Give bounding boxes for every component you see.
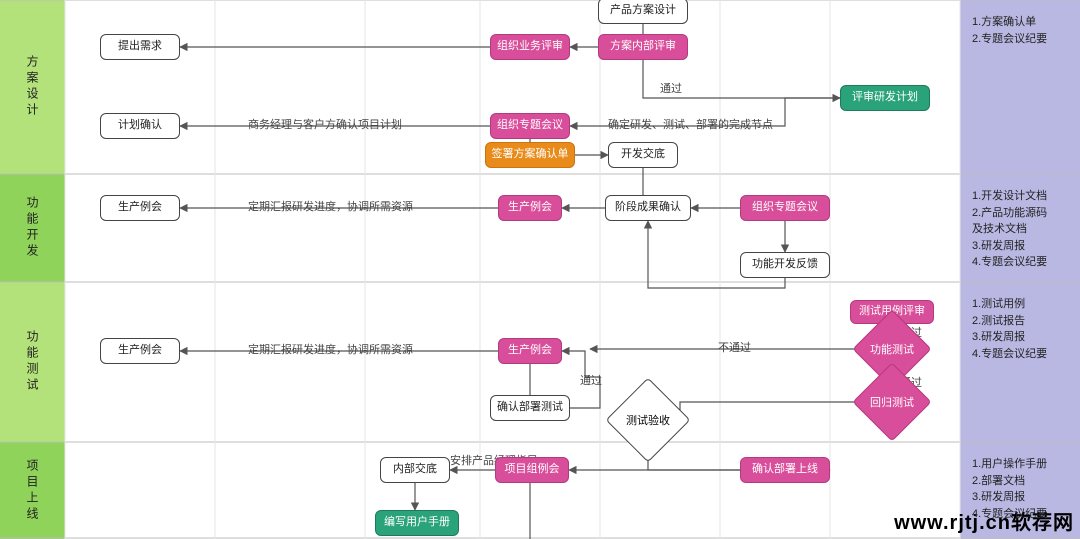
flow-node: 确认部署上线 [740, 457, 830, 483]
flow-node: 组织业务评审 [490, 34, 570, 60]
edge-label: 确定研发、测试、部署的完成节点 [608, 116, 773, 132]
flow-node: 开发交底 [608, 142, 678, 168]
edge-label: 通过 [660, 80, 682, 96]
flow-node: 生产例会 [498, 338, 562, 364]
flow-node: 生产例会 [498, 195, 562, 221]
deliverables-list: 1.方案确认单2.专题会议纪要 [972, 14, 1074, 47]
lane-label: 项目上线 [0, 442, 65, 539]
flow-node: 项目组例会 [495, 457, 569, 483]
flow-node: 编写用户手册 [375, 510, 459, 536]
flow-decision: 测试验收 [618, 390, 678, 450]
flow-node: 提出需求 [100, 34, 180, 60]
flow-decision: 回归测试 [864, 374, 920, 430]
flowchart-canvas: www.rjtj.cn软荐网 方案设计功能开发功能测试项目上线1.方案确认单2.… [0, 0, 1080, 539]
flow-node: 评审研发计划 [840, 85, 930, 111]
flow-node: 生产例会 [100, 338, 180, 364]
flow-node: 组织专题会议 [740, 195, 830, 221]
flow-node: 方案内部评审 [598, 34, 688, 60]
edge-label: 定期汇报研发进度，协调所需资源 [248, 341, 413, 357]
flow-node: 生产例会 [100, 195, 180, 221]
deliverables-list: 1.用户操作手册2.部署文档3.研发周报4.专题会议纪要 [972, 456, 1074, 522]
lane-label: 功能测试 [0, 282, 65, 442]
flow-node: 确认部署测试 [490, 395, 570, 421]
flow-node: 组织专题会议 [490, 113, 570, 139]
edge-label: 定期汇报研发进度，协调所需资源 [248, 198, 413, 214]
edge-label: 不通过 [718, 339, 751, 355]
lane-label: 方案设计 [0, 0, 65, 174]
flow-node: 计划确认 [100, 113, 180, 139]
flow-node: 产品方案设计 [598, 0, 688, 24]
edge-label: 商务经理与客户方确认项目计划 [248, 116, 402, 132]
flow-node: 内部交底 [380, 457, 450, 483]
flow-node: 阶段成果确认 [605, 195, 691, 221]
deliverables-list: 1.开发设计文档2.产品功能源码及技术文档3.研发周报4.专题会议纪要 [972, 188, 1074, 271]
edge-label: 通过 [580, 372, 602, 388]
flow-node: 功能开发反馈 [740, 252, 830, 278]
flow-node: 签署方案确认单 [485, 142, 575, 168]
deliverables-list: 1.测试用例2.测试报告3.研发周报4.专题会议纪要 [972, 296, 1074, 362]
lane-label: 功能开发 [0, 174, 65, 282]
